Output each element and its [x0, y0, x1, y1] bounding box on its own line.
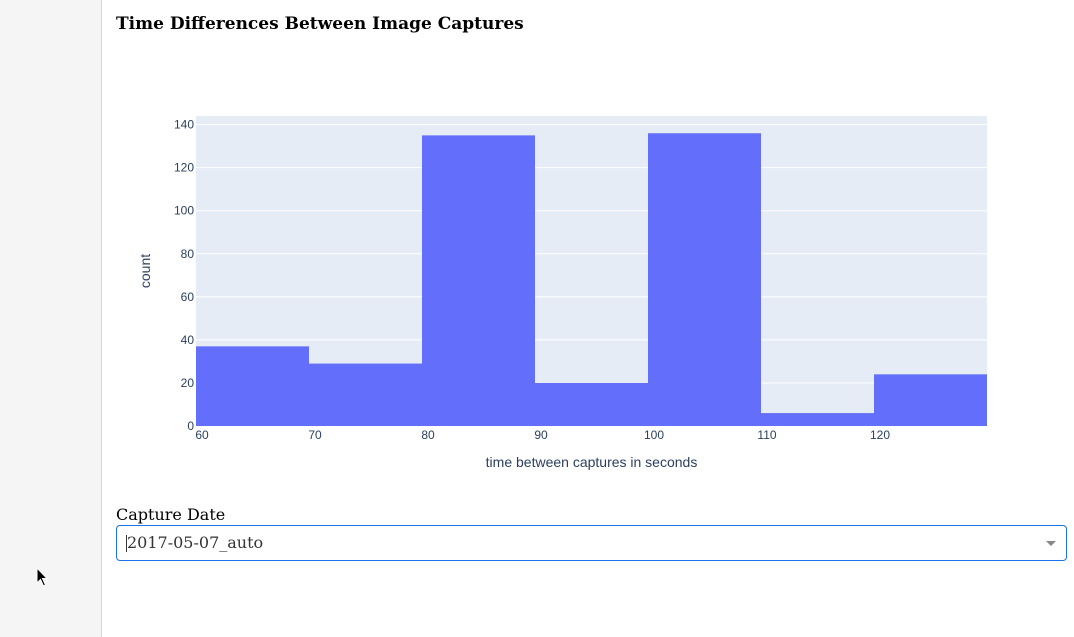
- y-tick-label: 40: [181, 333, 195, 347]
- histogram-bar: [535, 382, 648, 426]
- y-tick-label: 0: [187, 419, 194, 433]
- y-tick-label: 80: [181, 247, 195, 261]
- capture-date-selected-value: 2017-05-07_auto: [127, 533, 264, 552]
- y-tick-label: 20: [181, 376, 195, 390]
- x-tick-label: 90: [534, 428, 548, 442]
- x-axis-title: time between captures in seconds: [486, 454, 698, 470]
- x-tick-label: 70: [308, 428, 322, 442]
- mouse-pointer-icon: [36, 567, 49, 587]
- page-title: Time Differences Between Image Captures: [116, 14, 524, 34]
- capture-date-dropdown[interactable]: 2017-05-07_auto: [116, 525, 1067, 561]
- histogram-bar: [309, 363, 422, 426]
- histogram-chart: 0 20 40 60 80 100 120 140 60 70 80 90 100 110 120 time …: [137, 116, 987, 470]
- x-tick-label: 80: [421, 428, 435, 442]
- histogram-bar: [422, 135, 535, 426]
- x-tick-label: 120: [870, 428, 890, 442]
- x-tick-label: 100: [644, 428, 664, 442]
- capture-date-label: Capture Date: [116, 505, 226, 524]
- histogram-bar: [874, 374, 987, 426]
- x-tick-label: 110: [757, 428, 776, 442]
- histogram-bar: [648, 133, 761, 426]
- y-tick-label: 140: [174, 118, 194, 132]
- sidebar: [0, 0, 102, 637]
- histogram-bar: [761, 413, 874, 426]
- text-caret: [126, 535, 127, 552]
- x-tick-label: 60: [195, 428, 209, 442]
- main-content: Time Differences Between Image Captures …: [102, 0, 1074, 637]
- y-tick-label: 60: [181, 290, 195, 304]
- y-axis-title: count: [137, 254, 153, 288]
- chevron-down-icon[interactable]: [1046, 541, 1056, 546]
- histogram-bar: [196, 346, 309, 426]
- y-tick-label: 100: [174, 204, 194, 218]
- y-tick-label: 120: [174, 161, 194, 175]
